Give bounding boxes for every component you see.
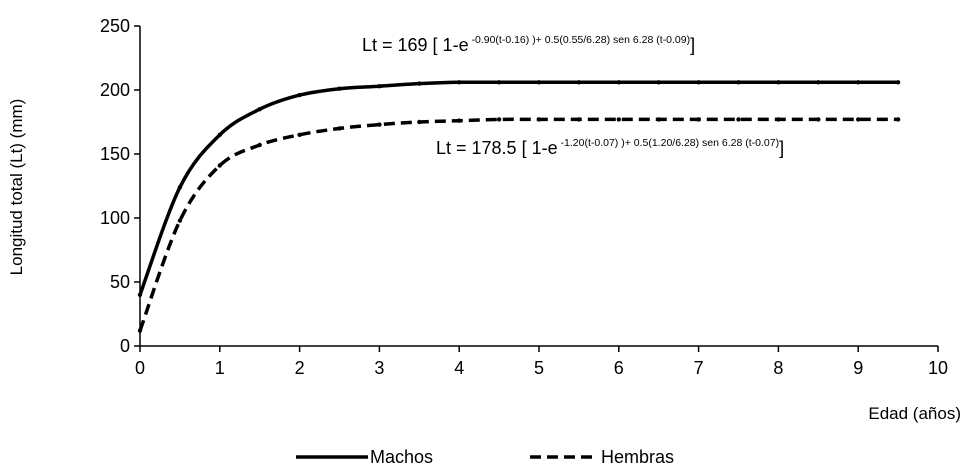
data-point-hembras: [696, 117, 701, 122]
data-point-hembras: [137, 328, 143, 333]
data-point-machos: [377, 84, 382, 89]
legend-label-hembras: Hembras: [601, 447, 674, 465]
data-point-hembras: [377, 122, 382, 127]
x-axis-title: Edad (años): [868, 404, 961, 423]
data-point-machos: [217, 132, 222, 137]
hembras-equation: Lt = 178.5 [ 1-e -1.20(t-0.07) )+ 0.5(1.…: [436, 137, 784, 158]
series-line-hembras: [138, 117, 899, 332]
x-tick-label: 10: [928, 358, 948, 378]
legend-label-machos: Machos: [370, 447, 433, 465]
data-point-machos: [536, 80, 542, 85]
data-point-hembras: [736, 117, 741, 122]
data-point-machos: [177, 185, 183, 190]
data-point-hembras: [457, 118, 462, 123]
x-tick-label: 7: [694, 358, 704, 378]
data-point-machos: [337, 86, 342, 91]
data-point-hembras: [257, 142, 262, 148]
data-point-hembras: [816, 117, 821, 122]
data-point-hembras: [776, 117, 781, 122]
data-point-machos: [576, 80, 582, 85]
data-point-hembras: [856, 117, 861, 122]
y-axis-title: Longitud total (Lt) (mm): [7, 99, 26, 276]
y-tick-label: 50: [110, 272, 130, 292]
x-tick-label: 5: [534, 358, 544, 378]
y-tick-label: 100: [100, 208, 130, 228]
data-point-hembras: [895, 117, 901, 122]
data-point-hembras: [177, 218, 183, 223]
legend: Machos Hembras: [296, 447, 674, 465]
x-tick-label: 6: [614, 358, 624, 378]
data-point-machos: [297, 92, 302, 98]
machos-equation: Lt = 169 [ 1-e -0.90(t-0.16) )+ 0.5(0.55…: [362, 34, 695, 55]
y-tick-label: 0: [120, 336, 130, 356]
y-tick-label: 200: [100, 80, 130, 100]
data-point-hembras: [576, 117, 582, 122]
data-point-machos: [736, 80, 741, 85]
axes: [139, 26, 938, 347]
tick-marks: [134, 25, 939, 352]
data-point-hembras: [656, 117, 661, 122]
data-point-machos: [496, 80, 502, 85]
data-point-machos: [696, 80, 701, 85]
data-point-hembras: [297, 132, 302, 137]
data-point-machos: [656, 80, 661, 85]
data-point-machos: [257, 107, 262, 112]
data-point-machos: [417, 81, 422, 86]
data-point-hembras: [337, 126, 342, 131]
x-tick-label: 0: [135, 358, 145, 378]
series-lines: [137, 80, 901, 333]
series-line-machos: [138, 80, 899, 296]
x-tick-label: 4: [454, 358, 464, 378]
data-point-machos: [776, 80, 781, 85]
data-point-hembras: [417, 119, 422, 125]
y-tick-label: 150: [100, 144, 130, 164]
data-point-machos: [616, 80, 621, 85]
data-point-hembras: [536, 117, 542, 122]
data-point-machos: [816, 80, 821, 85]
x-tick-label: 3: [374, 358, 384, 378]
data-point-hembras: [496, 117, 502, 122]
data-point-machos: [895, 80, 901, 85]
data-point-machos: [457, 80, 462, 85]
x-tick-label: 1: [215, 358, 225, 378]
x-tick-label: 8: [773, 358, 783, 378]
data-point-hembras: [616, 117, 621, 122]
data-point-machos: [856, 80, 861, 85]
data-point-hembras: [217, 163, 222, 168]
x-tick-label: 2: [295, 358, 305, 378]
y-tick-label: 250: [100, 16, 130, 36]
data-point-machos: [137, 292, 143, 297]
x-tick-label: 9: [853, 358, 863, 378]
